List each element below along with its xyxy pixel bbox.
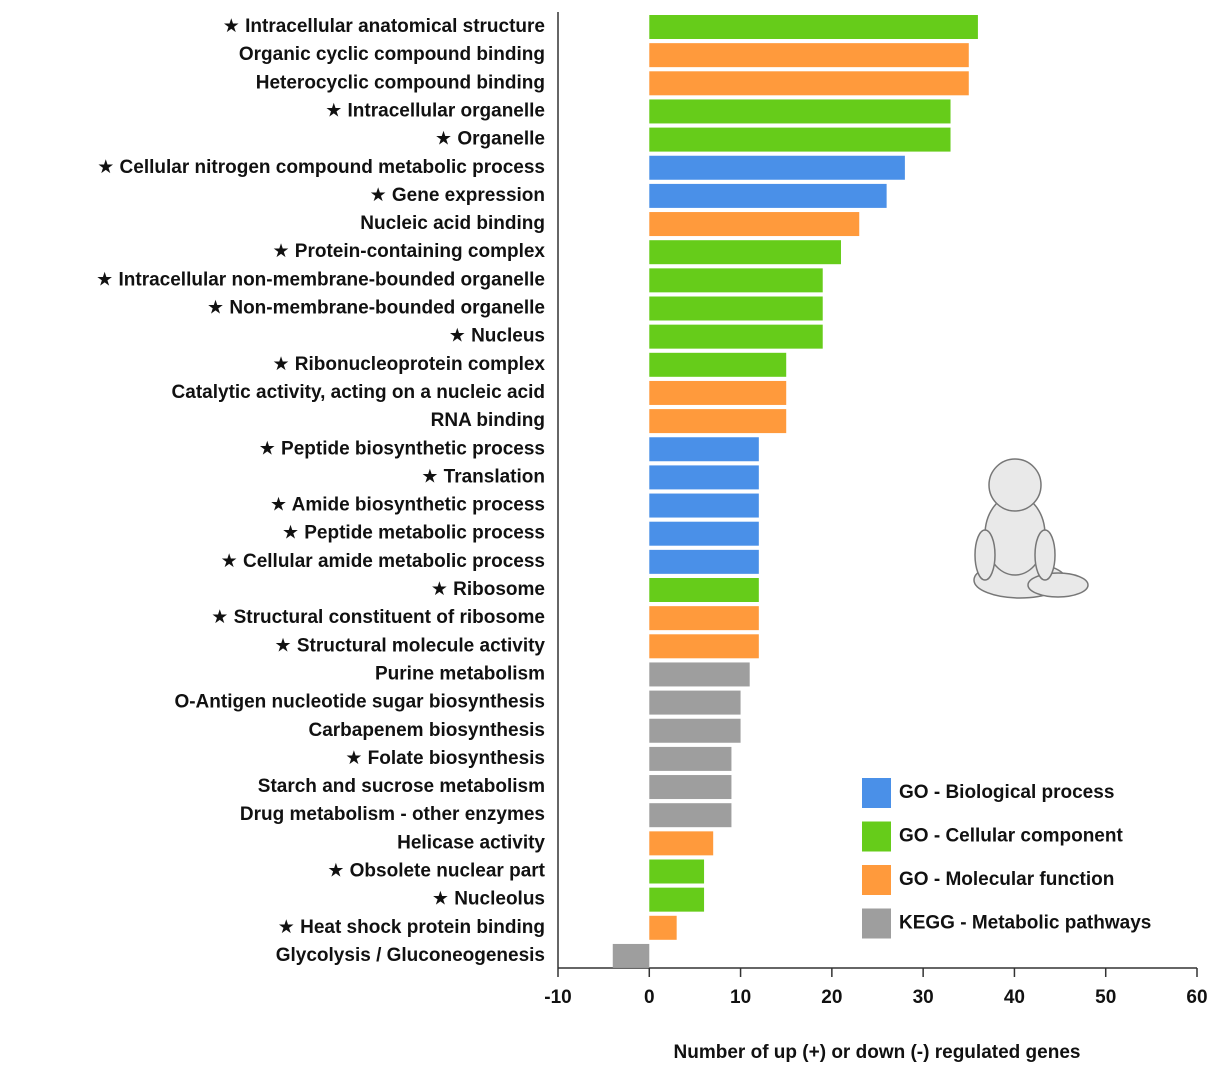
bar (649, 99, 951, 124)
y-tick-label: ★ Translation (421, 466, 545, 487)
legend-label: GO - Cellular component (899, 826, 1123, 847)
bar (649, 831, 714, 856)
bar (649, 437, 759, 462)
bar (649, 183, 887, 208)
legend-label: GO - Biological process (899, 782, 1114, 803)
bar (649, 606, 759, 631)
bar (649, 521, 759, 546)
y-tick-label: Carbapenem biosynthesis (308, 720, 545, 741)
x-axis-title: Number of up (+) or down (-) regulated g… (674, 1042, 1081, 1063)
bar (649, 71, 969, 96)
legend-swatch (862, 908, 891, 939)
y-tick-label: Helicase activity (397, 832, 545, 853)
x-tick-label: 20 (821, 987, 842, 1008)
y-tick-label: Drug metabolism - other enzymes (240, 804, 545, 825)
bar (649, 43, 969, 68)
bar (649, 718, 741, 743)
bar (649, 212, 860, 237)
bar (649, 746, 732, 771)
y-tick-label: ★ Amide biosynthetic process (270, 495, 545, 516)
bar (649, 127, 951, 152)
y-tick-label: Nucleic acid binding (360, 213, 545, 234)
y-tick-label: ★ Intracellular non-membrane-bounded org… (96, 269, 545, 290)
bar (649, 409, 787, 434)
y-tick-label: ★ Gene expression (370, 185, 545, 206)
y-tick-label: ★ Obsolete nuclear part (327, 861, 545, 882)
x-tick-label: 0 (644, 987, 655, 1008)
bar (649, 549, 759, 574)
y-tick-label: ★ Cellular amide metabolic process (221, 551, 545, 572)
legend-label: GO - Molecular function (899, 869, 1114, 890)
y-tick-label: Heterocyclic compound binding (256, 72, 545, 93)
x-tick-label: 60 (1186, 987, 1207, 1008)
bar (612, 943, 650, 968)
baby-illustration (973, 458, 1089, 599)
y-tick-label: ★ Peptide biosynthetic process (259, 438, 545, 459)
x-tick-label: 30 (913, 987, 934, 1008)
y-tick-label: ★ Non-membrane-bounded organelle (207, 298, 545, 319)
bar (649, 268, 823, 293)
bar (649, 578, 759, 602)
x-tick-label: 10 (730, 987, 751, 1008)
bar (649, 775, 732, 800)
bar (649, 296, 823, 321)
x-tick-label: 50 (1095, 987, 1116, 1008)
bar (649, 887, 705, 912)
bar (649, 465, 759, 490)
bar (649, 493, 759, 518)
x-tick-label: 40 (1004, 987, 1025, 1008)
bar (649, 352, 787, 377)
y-tick-label: Purine metabolism (375, 663, 545, 684)
y-tick-label: RNA binding (431, 410, 545, 431)
x-tick-label: -10 (544, 987, 571, 1008)
bar (649, 859, 705, 884)
y-tick-label: ★ Ribosome (431, 579, 545, 600)
y-tick-label: Organic cyclic compound binding (239, 44, 545, 65)
y-tick-label: ★ Intracellular anatomical structure (223, 16, 545, 37)
y-tick-label: ★ Nucleolus (432, 889, 545, 910)
y-tick-label: ★ Intracellular organelle (325, 100, 545, 121)
y-tick-label: ★ Nucleus (449, 326, 545, 347)
bar (649, 380, 787, 405)
y-tick-label: Catalytic activity, acting on a nucleic … (172, 382, 545, 403)
legend-swatch (862, 865, 891, 895)
bar (649, 662, 750, 687)
bar (649, 155, 905, 180)
y-tick-label: ★ Protein-containing complex (272, 241, 545, 262)
y-tick-label: ★ Structural molecule activity (275, 635, 546, 656)
bar (649, 324, 823, 349)
y-tick-label: Starch and sucrose metabolism (258, 776, 545, 797)
bar (649, 240, 841, 265)
legend-label: KEGG - Metabolic pathways (899, 913, 1151, 934)
legend-swatch (862, 821, 891, 852)
bar (649, 803, 732, 828)
y-tick-label: ★ Folate biosynthesis (345, 748, 545, 769)
y-tick-label: ★ Cellular nitrogen compound metabolic p… (97, 157, 545, 178)
y-tick-label: ★ Structural constituent of ribosome (211, 607, 545, 628)
y-tick-label: Glycolysis / Gluconeogenesis (276, 945, 545, 966)
bar (649, 634, 759, 659)
y-tick-label: O-Antigen nucleotide sugar biosynthesis (174, 692, 545, 713)
legend-swatch (862, 778, 891, 808)
bar (649, 915, 677, 940)
y-tick-label: ★ Heat shock protein binding (278, 917, 545, 938)
y-tick-label: ★ Ribonucleoprotein complex (272, 354, 545, 375)
y-tick-label: ★ Peptide metabolic process (282, 523, 545, 544)
y-tick-label: ★ Organelle (435, 129, 545, 150)
bar (649, 690, 741, 715)
bar (649, 15, 978, 39)
